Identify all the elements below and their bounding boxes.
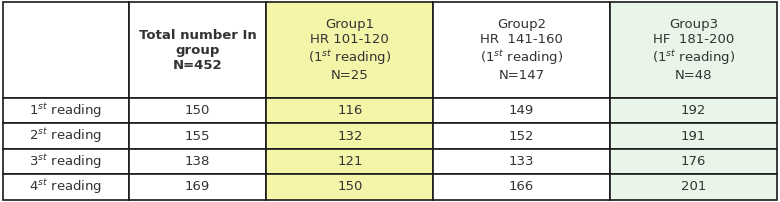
Text: 138: 138 <box>185 155 211 168</box>
Bar <box>3 174 129 200</box>
Text: 155: 155 <box>185 130 211 143</box>
Text: 150: 150 <box>185 104 211 117</box>
Bar <box>3 98 129 123</box>
Text: Group3
HF  181-200
(1$^{st}$ reading)
N=48: Group3 HF 181-200 (1$^{st}$ reading) N=4… <box>652 18 735 82</box>
Text: Group1
HR 101-120
(1$^{st}$ reading)
N=25: Group1 HR 101-120 (1$^{st}$ reading) N=2… <box>308 18 392 82</box>
Bar <box>434 149 610 174</box>
Bar <box>129 149 266 174</box>
Bar <box>610 174 777 200</box>
Bar <box>266 123 434 149</box>
Bar <box>129 123 266 149</box>
Text: 4$^{st}$ reading: 4$^{st}$ reading <box>30 178 102 196</box>
Bar <box>610 2 777 98</box>
Bar <box>434 174 610 200</box>
Bar <box>3 2 129 98</box>
Text: 150: 150 <box>337 180 363 193</box>
Text: 2$^{st}$ reading: 2$^{st}$ reading <box>30 127 102 145</box>
Text: 116: 116 <box>337 104 363 117</box>
Text: 3$^{st}$ reading: 3$^{st}$ reading <box>30 152 102 171</box>
Bar <box>3 123 129 149</box>
Bar <box>266 174 434 200</box>
Bar <box>434 2 610 98</box>
Text: 1$^{st}$ reading: 1$^{st}$ reading <box>30 101 102 120</box>
Text: 191: 191 <box>681 130 706 143</box>
Text: 132: 132 <box>337 130 363 143</box>
Text: Total number In
group
N=452: Total number In group N=452 <box>139 29 257 72</box>
Bar <box>266 98 434 123</box>
Text: 149: 149 <box>509 104 534 117</box>
Text: 201: 201 <box>681 180 706 193</box>
Text: 176: 176 <box>681 155 706 168</box>
Text: 192: 192 <box>681 104 706 117</box>
Bar <box>266 2 434 98</box>
Text: 169: 169 <box>185 180 210 193</box>
Bar <box>129 98 266 123</box>
Text: 166: 166 <box>509 180 534 193</box>
Text: 152: 152 <box>509 130 534 143</box>
Bar <box>610 123 777 149</box>
Text: Group2
HR  141-160
(1$^{st}$ reading)
N=147: Group2 HR 141-160 (1$^{st}$ reading) N=1… <box>480 18 563 82</box>
Bar <box>266 149 434 174</box>
Bar <box>129 174 266 200</box>
Bar <box>610 98 777 123</box>
Bar <box>3 149 129 174</box>
Text: 121: 121 <box>337 155 363 168</box>
Bar <box>610 149 777 174</box>
Text: 133: 133 <box>509 155 534 168</box>
Bar <box>434 123 610 149</box>
Bar <box>434 98 610 123</box>
Bar <box>129 2 266 98</box>
